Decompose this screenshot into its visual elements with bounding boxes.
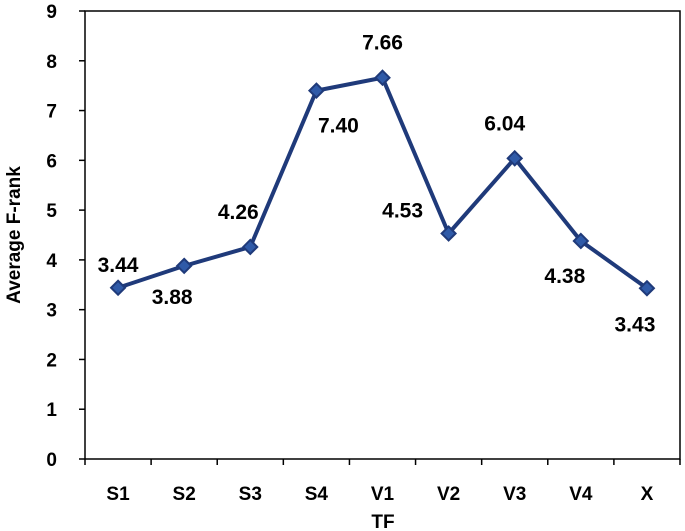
data-label: 4.38 xyxy=(544,265,585,288)
data-label: 3.88 xyxy=(152,286,193,309)
x-tick-label: S1 xyxy=(106,484,130,505)
plot-area xyxy=(84,10,681,460)
y-tick-label: 6 xyxy=(46,151,57,172)
x-axis: S1 S2 S3 S4 V1 V2 V3 V4 X xyxy=(84,459,681,505)
y-tick-label: 3 xyxy=(46,301,57,322)
series-markers xyxy=(109,69,656,297)
x-tick-label: X xyxy=(641,484,654,505)
x-tick-label: V4 xyxy=(569,484,593,505)
data-label: 4.26 xyxy=(218,201,259,224)
y-tick-label: 8 xyxy=(46,52,57,73)
data-point-marker xyxy=(175,257,193,275)
x-tick-label: S4 xyxy=(305,484,329,505)
y-tick-label: 4 xyxy=(46,251,57,272)
data-label: 6.04 xyxy=(484,112,525,135)
y-axis-title: Average F-rank xyxy=(4,166,25,304)
data-point-marker xyxy=(374,69,391,87)
x-axis-title: TF xyxy=(371,512,394,531)
y-axis: 0 1 2 3 4 5 6 7 8 9 xyxy=(46,2,85,471)
y-tick-label: 2 xyxy=(46,350,57,371)
data-point-marker xyxy=(440,225,458,242)
data-labels: 3.44 3.88 4.26 7.40 7.66 4.53 6.04 4.38 3.43 xyxy=(98,32,656,337)
x-tick-label: S3 xyxy=(239,484,262,505)
y-tick-label: 5 xyxy=(46,201,57,222)
x-tick-label: S2 xyxy=(173,484,196,505)
y-tick-label: 0 xyxy=(46,450,57,471)
data-point-marker xyxy=(109,279,127,297)
data-label: 7.66 xyxy=(362,32,403,55)
x-tick-label: V3 xyxy=(503,484,526,505)
x-tick-label: V2 xyxy=(437,484,460,505)
data-point-marker xyxy=(241,238,259,256)
data-label: 3.43 xyxy=(615,313,656,336)
data-label: 3.44 xyxy=(98,254,139,277)
x-tick-label: V1 xyxy=(371,484,395,505)
data-point-marker xyxy=(506,149,524,167)
y-tick-label: 1 xyxy=(46,400,57,421)
y-tick-label: 7 xyxy=(46,102,57,123)
data-label: 7.40 xyxy=(318,115,359,138)
data-point-marker xyxy=(307,82,325,100)
data-label: 4.53 xyxy=(382,200,423,223)
data-point-marker xyxy=(572,232,590,250)
y-tick-label: 9 xyxy=(46,2,57,23)
series-line xyxy=(117,75,649,290)
data-point-marker xyxy=(638,279,656,297)
